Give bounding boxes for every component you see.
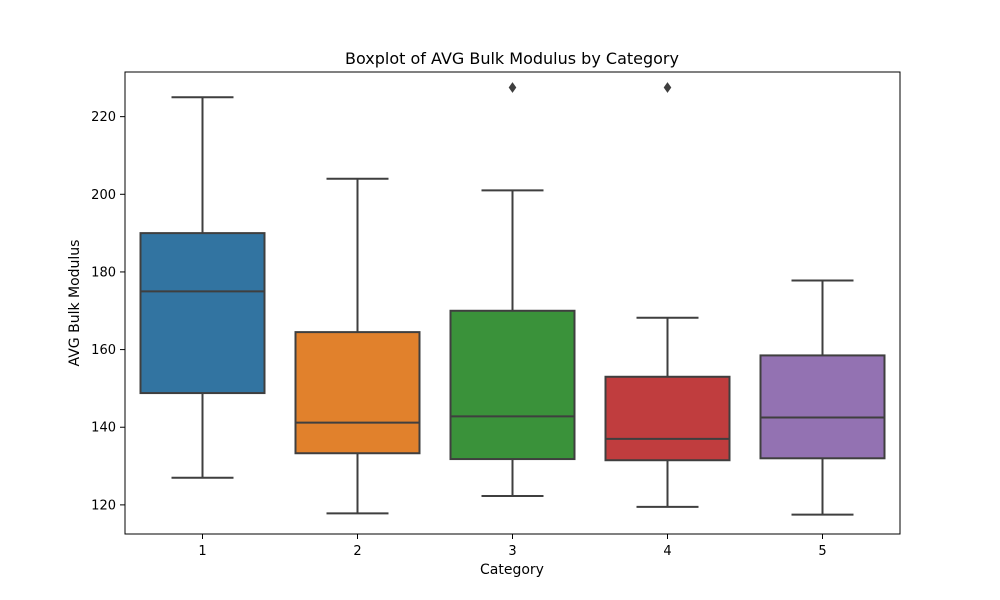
iqr-box — [139, 232, 266, 395]
plot-area: 120 140 160 180 200 220 1 2 3 4 5 — [91, 82, 886, 559]
box-category-3 — [449, 82, 576, 497]
iqr-box — [294, 331, 421, 455]
x-tick-label: 5 — [818, 544, 826, 559]
y-tick-label: 180 — [91, 265, 116, 280]
y-axis-title: AVG Bulk Modulus — [67, 240, 83, 367]
plot-frame — [124, 71, 901, 535]
iqr-box — [604, 375, 731, 462]
y-tick-label: 120 — [91, 498, 116, 513]
x-tick-label: 3 — [508, 544, 516, 559]
box-category-2 — [294, 177, 421, 515]
box-category-5 — [759, 279, 886, 516]
y-tick-label: 220 — [91, 110, 116, 125]
outlier-point — [663, 82, 672, 93]
x-axis-title: Category — [480, 562, 544, 578]
box-category-4 — [604, 82, 731, 508]
x-tick-label: 2 — [353, 544, 361, 559]
outlier-point — [508, 82, 517, 93]
y-tick-label: 160 — [91, 343, 116, 358]
iqr-box — [759, 354, 886, 460]
chart-title: Boxplot of AVG Bulk Modulus by Category — [345, 49, 679, 68]
y-tick-label: 140 — [91, 421, 116, 436]
iqr-box — [449, 309, 576, 461]
box-category-1 — [139, 96, 266, 479]
x-tick-label: 4 — [663, 544, 671, 559]
y-tick-label: 200 — [91, 188, 116, 203]
x-tick-label: 1 — [198, 544, 206, 559]
